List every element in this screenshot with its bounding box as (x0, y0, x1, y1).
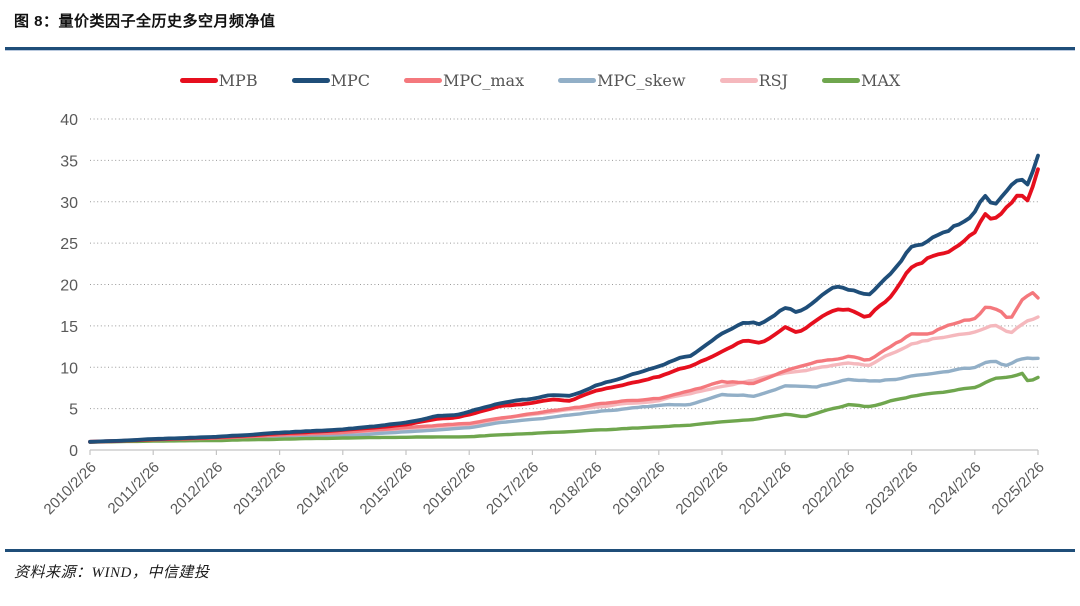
x-axis-label-2010: 2010/2/26 (41, 459, 100, 518)
data-source-note: 资料来源：WIND，中信建投 (14, 565, 210, 581)
title-divider (5, 47, 1075, 51)
x-axis-label-2015: 2015/2/26 (357, 459, 416, 518)
y-axis-label-20: 20 (60, 278, 78, 295)
y-axis-label-5: 5 (69, 402, 78, 419)
legend-item-RSJ: RSJ (719, 70, 788, 90)
y-axis-label-10: 10 (60, 360, 78, 377)
legend-label: MPC_max (442, 70, 525, 90)
legend-label: MAX (860, 70, 901, 90)
legend-swatch-MPC_skew (558, 77, 597, 83)
series-line-MAX (88, 371, 1040, 444)
legend-item-MPC_max: MPC_max (403, 70, 525, 90)
y-axis-label-15: 15 (60, 319, 78, 336)
x-axis-label-2013: 2013/2/26 (230, 459, 289, 518)
x-axis-label-2016: 2016/2/26 (420, 459, 479, 518)
legend-label: MPB (218, 70, 258, 90)
series-line-MPC_max (88, 291, 1040, 444)
x-axis-label-2024: 2024/2/26 (925, 459, 984, 518)
chart-legend: MPB MPC MPC_max MPC_skew RSJ MAX (0, 68, 1080, 92)
legend-item-MPB: MPB (179, 70, 258, 90)
y-axis-label-30: 30 (60, 195, 78, 212)
x-axis-label-2023: 2023/2/26 (862, 459, 921, 518)
x-axis-label-2017: 2017/2/26 (483, 459, 542, 518)
y-axis-label-40: 40 (60, 112, 78, 129)
series-line-MPC (88, 153, 1040, 444)
y-axis-label-35: 35 (60, 153, 78, 170)
x-axis-label-2020: 2020/2/26 (673, 459, 732, 518)
x-axis-label-2012: 2012/2/26 (167, 459, 226, 518)
legend-swatch-MAX (821, 77, 860, 83)
factor-net-value-chart: 0 5 10 15 20 25 30 35 40 2010/2/26 2011/2/26 2012/2… (41, 112, 1048, 518)
legend-swatch-MPC (291, 77, 330, 83)
legend-label: MPC (330, 70, 370, 90)
x-axis-label-2021: 2021/2/26 (736, 459, 795, 518)
legend-swatch-MPC_max (403, 77, 442, 83)
legend-item-MAX: MAX (821, 70, 901, 90)
x-axis-label-2025: 2025/2/26 (989, 459, 1048, 518)
legend-swatch-MPB (179, 77, 218, 83)
x-axis-label-2022: 2022/2/26 (799, 459, 858, 518)
legend-item-MPC_skew: MPC_skew (558, 70, 686, 90)
footer-divider (5, 549, 1075, 552)
legend-item-MPC: MPC (291, 70, 370, 90)
x-axis-label-2014: 2014/2/26 (293, 459, 352, 518)
legend-swatch-RSJ (719, 77, 758, 83)
legend-label: RSJ (758, 70, 788, 90)
legend-label: MPC_skew (597, 70, 686, 90)
figure-title: 图 8：量价类因子全历史多空月频净值 (14, 13, 276, 30)
y-axis-label-25: 25 (60, 236, 78, 253)
x-axis-label-2011: 2011/2/26 (105, 459, 163, 517)
x-axis-label-2018: 2018/2/26 (546, 459, 605, 518)
x-axis-label-2019: 2019/2/26 (609, 459, 668, 518)
y-axis-label-0: 0 (69, 443, 78, 460)
